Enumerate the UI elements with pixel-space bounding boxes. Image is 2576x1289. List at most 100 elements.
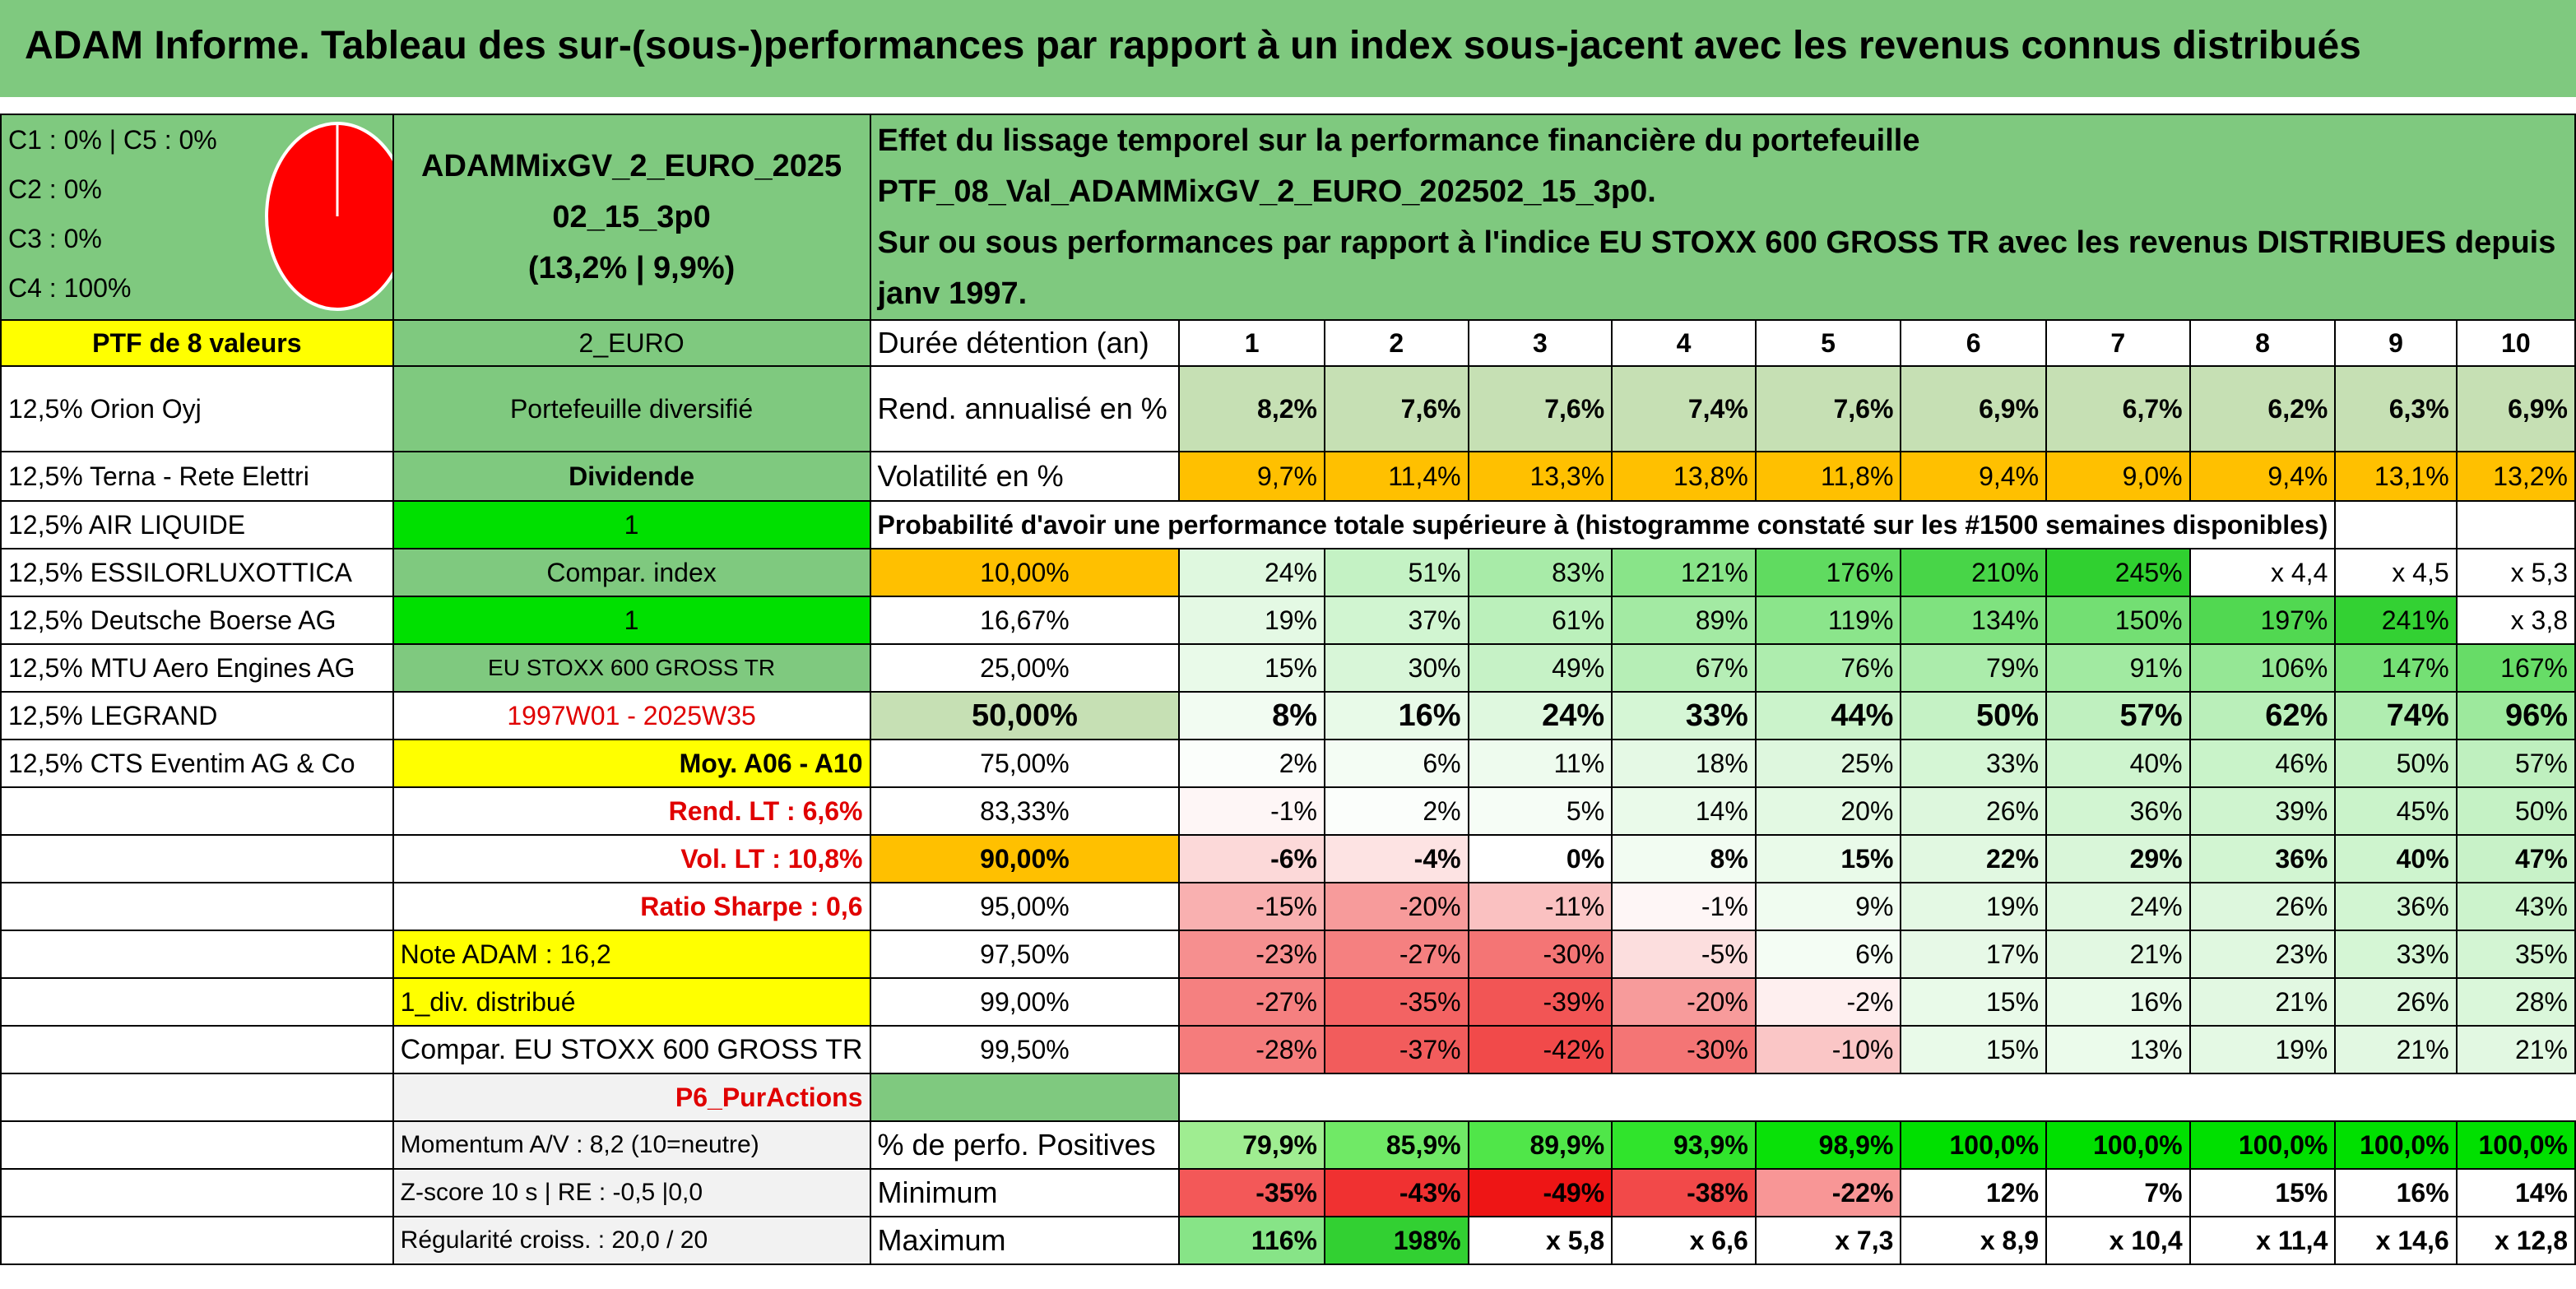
proba-cell: 14% — [1611, 786, 1757, 836]
proba-cell: -10% — [1754, 1025, 1902, 1074]
pct-pos-value: 93,9% — [1611, 1120, 1757, 1170]
pct-pos-value: 100,0% — [1900, 1120, 2048, 1170]
year-header: 10 — [2455, 319, 2576, 367]
proba-cell: -15% — [1178, 882, 1325, 931]
rend-value: 8,2% — [1178, 365, 1325, 452]
performance-table: C1 : 0% | C5 : 0% C2 : 0% C3 : 0% C4 : 1… — [0, 114, 2576, 1265]
proba-cell: 37% — [1323, 596, 1469, 645]
proba-cell: -11% — [1467, 882, 1613, 931]
proba-cell: 33% — [1611, 691, 1757, 740]
proba-cell: 24% — [1467, 691, 1613, 740]
quantile-label: 25,00% — [869, 643, 1181, 693]
proba-label: Probabilité d'avoir une performance tota… — [869, 500, 2337, 549]
index-name: EU STOXX 600 GROSS TR — [392, 643, 871, 693]
proba-cell: -30% — [1611, 1025, 1757, 1074]
proba-cell: 16% — [1323, 691, 1469, 740]
proba-cell: 121% — [1611, 548, 1757, 597]
proba-cell: 49% — [1467, 643, 1613, 693]
proba-cell: 6% — [1754, 930, 1902, 979]
rend-value: 7,6% — [1754, 365, 1902, 452]
p6-color-cell — [869, 1073, 1181, 1122]
rend-value: 7,4% — [1611, 365, 1757, 452]
year-header: 9 — [2334, 319, 2458, 367]
vol-value: 13,3% — [1467, 451, 1613, 502]
quantile-label: 97,50% — [869, 930, 1181, 979]
empty-cell — [0, 1168, 394, 1217]
dividend-label: Dividende — [392, 451, 871, 502]
proba-cell: 46% — [2188, 739, 2337, 788]
empty-cell — [0, 930, 394, 979]
proba-cell: 50% — [2455, 786, 2576, 836]
proba-cell: 29% — [2045, 834, 2191, 883]
quantile-label: 90,00% — [869, 834, 1181, 883]
proba-cell: 21% — [2334, 1025, 2458, 1074]
min-value: -22% — [1754, 1168, 1902, 1217]
effect-line2: Sur ou sous performances par rapport à l… — [877, 225, 2556, 311]
min-value: -43% — [1323, 1168, 1469, 1217]
proba-cell: 15% — [1900, 977, 2048, 1027]
proba-cell: 16% — [2045, 977, 2191, 1027]
proba-cell: 44% — [1754, 691, 1902, 740]
proba-cell: 33% — [2334, 930, 2458, 979]
year-header: 4 — [1611, 319, 1757, 367]
min-value: 12% — [1900, 1168, 2048, 1217]
proba-cell: 11% — [1467, 739, 1613, 788]
vol-label: Volatilité en % — [869, 451, 1181, 502]
proba-cell: 176% — [1754, 548, 1902, 597]
pie-legend-item: C3 : 0% — [8, 224, 102, 253]
proba-cell: -39% — [1467, 977, 1613, 1027]
holding-row: 12,5% Orion Oyj — [0, 365, 394, 452]
empty-cell — [0, 977, 394, 1027]
fund-name-line2: 02_15_3p0 — [552, 200, 711, 234]
proba-cell: 17% — [1900, 930, 2048, 979]
proba-cell: 96% — [2455, 691, 2576, 740]
min-value: -35% — [1178, 1168, 1325, 1217]
sharpe-ratio: Ratio Sharpe : 0,6 — [392, 882, 871, 931]
proba-cell: 22% — [1900, 834, 2048, 883]
pct-pos-value: 79,9% — [1178, 1120, 1325, 1170]
rend-value: 6,7% — [2045, 365, 2191, 452]
ptf-header: PTF de 8 valeurs — [0, 319, 394, 367]
fund-name-line1: ADAMMixGV_2_EURO_2025 — [421, 149, 842, 183]
proba-cell: 26% — [1900, 786, 2048, 836]
vol-lt: Vol. LT : 10,8% — [392, 834, 871, 883]
quantile-label: 99,00% — [869, 977, 1181, 1027]
effect-line1: Effet du lissage temporel sur la perform… — [877, 123, 1920, 209]
proba-cell: 26% — [2334, 977, 2458, 1027]
proba-cell: -5% — [1611, 930, 1757, 979]
rend-value: 6,9% — [1900, 365, 2048, 452]
proba-cell: 33% — [1900, 739, 2048, 788]
dividend-distributed: 1_div. distribué — [392, 977, 871, 1027]
allocation-pie-chart — [265, 122, 392, 311]
pct-pos-value: 98,9% — [1754, 1120, 1902, 1170]
duree-label: Durée détention (an) — [869, 319, 1181, 367]
max-label: Maximum — [869, 1216, 1181, 1265]
empty-cell — [0, 1025, 394, 1074]
portfolio-type: Portefeuille diversifié — [392, 365, 871, 452]
quantile-label: 16,67% — [869, 596, 1181, 645]
proba-cell: 19% — [1178, 596, 1325, 645]
proba-cell: 50% — [1900, 691, 2048, 740]
proba-cell: 83% — [1467, 548, 1613, 597]
proba-cell: -4% — [1323, 834, 1469, 883]
proba-cell: 197% — [2188, 596, 2337, 645]
proba-cell: 36% — [2045, 786, 2191, 836]
proba-cell: -35% — [1323, 977, 1469, 1027]
min-value: -38% — [1611, 1168, 1757, 1217]
max-value: 198% — [1323, 1216, 1469, 1265]
vol-value: 13,8% — [1611, 451, 1757, 502]
max-value: x 8,9 — [1900, 1216, 2048, 1265]
pct-pos-value: 100,0% — [2188, 1120, 2337, 1170]
proba-cell: -27% — [1323, 930, 1469, 979]
empty-cell — [2455, 500, 2576, 549]
pie-legend-item: C2 : 0% — [8, 174, 102, 204]
empty-cell — [2334, 500, 2458, 549]
effect-description: Effet du lissage temporel sur la perform… — [869, 114, 2576, 321]
proba-cell: 50% — [2334, 739, 2458, 788]
proba-cell: 76% — [1754, 643, 1902, 693]
rend-value: 6,3% — [2334, 365, 2458, 452]
max-value: x 11,4 — [2188, 1216, 2337, 1265]
vol-value: 11,4% — [1323, 451, 1469, 502]
pct-pos-value: 89,9% — [1467, 1120, 1613, 1170]
holding-row: 12,5% AIR LIQUIDE — [0, 500, 394, 549]
